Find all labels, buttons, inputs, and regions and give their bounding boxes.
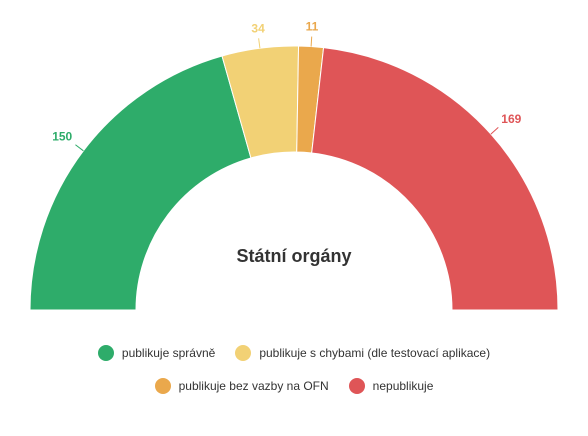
- legend-label: publikuje správně: [121, 346, 216, 360]
- slice-data-label-1: 150: [52, 129, 72, 143]
- legend-label: publikuje s chybami (dle testovací aplik…: [259, 346, 491, 360]
- slice-data-label-4: 169: [501, 112, 521, 126]
- chart-slices: [29, 45, 559, 311]
- legend-swatch-icon: [348, 378, 365, 394]
- chart-title: Státní orgány: [236, 246, 351, 266]
- legend-item-publikuje-spravne[interactable]: publikuje správně: [97, 345, 216, 361]
- slice-connector-3: [310, 36, 313, 47]
- legend-item-publikuje-bez-vazby[interactable]: publikuje bez vazby na OFN: [154, 378, 329, 394]
- slice-4[interactable]: [311, 47, 559, 311]
- chart-data-labels: 150 34 11 169: [52, 20, 522, 152]
- legend-item-nepublikuje[interactable]: nepublikuje: [348, 378, 434, 394]
- legend-label: publikuje bez vazby na OFN: [178, 379, 329, 393]
- legend-label: nepublikuje: [372, 379, 434, 393]
- legend-swatch-icon: [235, 345, 252, 361]
- slice-data-label-2: 34: [251, 21, 265, 35]
- slice-data-label-3: 11: [306, 20, 319, 34]
- slice-1[interactable]: [29, 55, 252, 311]
- legend-swatch-icon: [97, 345, 114, 361]
- slice-connector-1: [75, 144, 84, 152]
- slice-connector-4: [490, 127, 499, 135]
- legend-item-publikuje-s-chybami[interactable]: publikuje s chybami (dle testovací aplik…: [235, 345, 490, 361]
- legend-swatch-icon: [154, 378, 171, 394]
- legend-row-1: publikuje správně publikuje s chybami (d…: [0, 345, 588, 361]
- slice-connector-2: [258, 38, 261, 49]
- legend-row-2: publikuje bez vazby na OFN nepublikuje: [0, 378, 588, 394]
